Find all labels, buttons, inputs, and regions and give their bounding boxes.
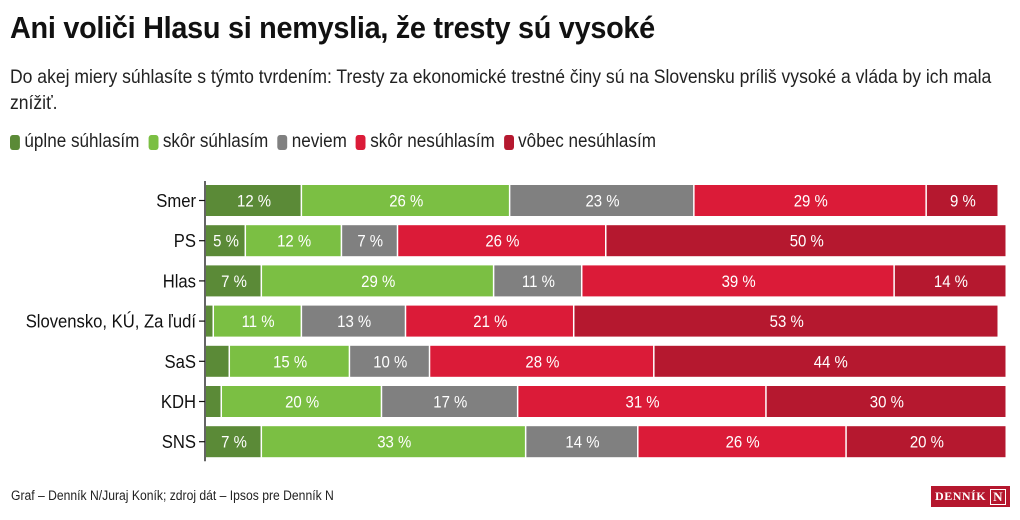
legend-label: skôr nesúhlasím — [370, 131, 495, 152]
bar-segment — [262, 426, 525, 458]
legend: úplne súhlasím skôr súhlasím neviem skôr… — [10, 131, 665, 153]
legend-label: neviem — [291, 131, 347, 152]
bar-segment — [222, 386, 381, 417]
bar-segment — [606, 225, 1006, 257]
data-label: 23 % — [585, 193, 619, 211]
legend-item-uplne-suhlasim: úplne súhlasím — [10, 131, 139, 153]
data-label: 26 % — [726, 434, 760, 452]
data-label: 21 % — [473, 313, 507, 331]
bar-segment — [398, 225, 605, 257]
bar-segment — [342, 225, 397, 257]
data-label: 12 % — [277, 233, 311, 251]
legend-swatch — [277, 134, 288, 150]
legend-label: úplne súhlasím — [24, 131, 140, 152]
source-credit: Graf – Denník N/Juraj Koník; zdroj dát –… — [11, 488, 334, 503]
data-label: 44 % — [814, 353, 848, 371]
bar-segment — [510, 185, 694, 216]
stacked-bar-chart: Smer 12 % 26 % 23 % 29 % 9 % PS 5 % 12 % 7 % 26 % 5… — [26, 181, 1006, 462]
data-label: 14 % — [934, 273, 968, 291]
category-label: Slovensko, KÚ, Za ľudí — [26, 310, 196, 332]
legend-item-skor-suhlasim: skôr súhlasím — [148, 131, 268, 153]
legend-label: vôbec nesúhlasím — [518, 131, 656, 152]
data-label: 30 % — [870, 394, 904, 412]
category-label: SaS — [165, 351, 196, 372]
bar-segment — [302, 305, 405, 337]
chart-title: Ani voliči Hlasu si nemyslia, že tresty … — [10, 10, 655, 45]
data-label: 28 % — [525, 353, 559, 371]
bar-segment — [846, 426, 1006, 458]
legend-swatch — [148, 134, 159, 150]
bar-segment — [302, 185, 509, 216]
data-label: 20 % — [285, 394, 319, 412]
data-label: 29 % — [361, 273, 395, 291]
data-label: 5 % — [213, 233, 239, 251]
data-label: 29 % — [794, 193, 828, 211]
bar-segment — [206, 185, 301, 216]
bar-segment — [382, 386, 517, 417]
bar-segment — [206, 345, 229, 377]
bar-segment — [894, 265, 1006, 297]
data-label: 26 % — [389, 193, 423, 211]
category-label: PS — [174, 230, 196, 251]
bar-segment — [926, 185, 998, 216]
data-label: 31 % — [626, 394, 660, 412]
data-label: 9 % — [950, 193, 976, 211]
bar-segment — [582, 265, 894, 297]
data-label: 14 % — [565, 434, 599, 452]
bar-segment — [638, 426, 846, 458]
bar-segment — [214, 305, 301, 337]
legend-swatch — [503, 134, 514, 150]
data-label: 10 % — [373, 353, 407, 371]
category-label: KDH — [161, 391, 196, 412]
data-label: 7 % — [221, 273, 247, 291]
bar-segment — [406, 305, 573, 337]
data-label: 11 % — [242, 313, 275, 331]
data-label: 17 % — [433, 394, 467, 412]
data-label: 15 % — [273, 353, 307, 371]
bar-segment — [518, 386, 766, 417]
bar-segment — [206, 265, 261, 297]
data-label: 39 % — [722, 273, 756, 291]
bar-segment — [246, 225, 341, 257]
bar-segment — [694, 185, 926, 216]
data-label: 13 % — [337, 313, 371, 331]
data-label: 7 % — [357, 233, 383, 251]
logo-text: DENNÍK — [935, 489, 987, 503]
bar-segment — [654, 345, 1006, 377]
bar-segment — [206, 386, 221, 417]
bar-segment — [430, 345, 654, 377]
data-label: 33 % — [377, 434, 411, 452]
data-label: 7 % — [221, 434, 247, 452]
legend-item-vobec-nesuhlasim: vôbec nesúhlasím — [503, 131, 656, 153]
logo-n-mark: N — [990, 488, 1006, 505]
bar-segment — [230, 345, 349, 377]
bar-segment — [526, 426, 638, 458]
dennik-n-logo: DENNÍK N — [931, 486, 1010, 507]
legend-swatch — [10, 134, 20, 150]
category-label: Hlas — [163, 271, 196, 292]
bar-segment — [262, 265, 493, 297]
bar-segment — [206, 305, 213, 337]
data-label: 12 % — [237, 193, 271, 211]
bar-segment — [494, 265, 581, 297]
legend-swatch — [355, 134, 366, 150]
data-label: 26 % — [485, 233, 519, 251]
legend-item-skor-nesuhlasim: skôr nesúhlasím — [355, 131, 495, 153]
bar-segment — [206, 225, 245, 257]
chart-subtitle: Do akej miery súhlasíte s týmto tvrdením… — [10, 66, 992, 114]
data-label: 50 % — [790, 233, 824, 251]
bar-segment — [350, 345, 429, 377]
category-label: SNS — [162, 431, 196, 452]
category-label: Smer — [156, 190, 196, 211]
bar-segment — [766, 386, 1006, 417]
data-label: 53 % — [770, 313, 804, 331]
bar-segment — [206, 426, 261, 458]
legend-item-neviem: neviem — [277, 131, 347, 153]
data-label: 11 % — [522, 273, 555, 291]
data-label: 20 % — [910, 434, 944, 452]
bar-segment — [574, 305, 998, 337]
legend-label: skôr súhlasím — [162, 131, 269, 152]
